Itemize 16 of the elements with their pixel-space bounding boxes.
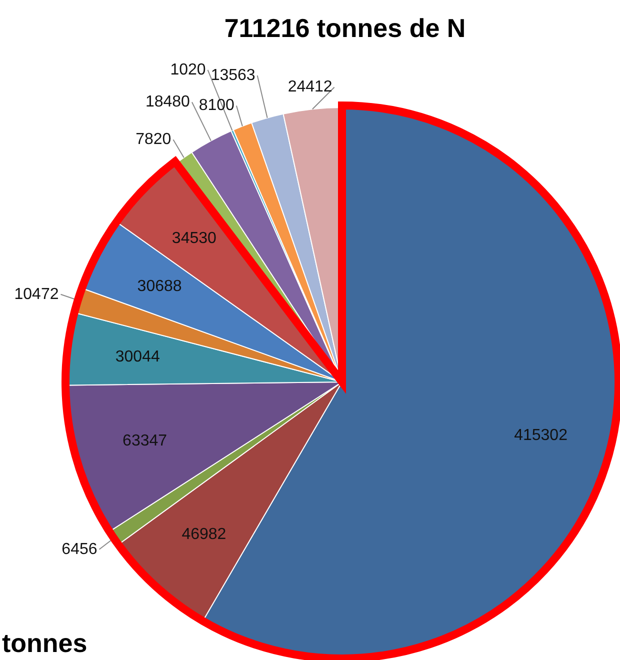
data-label: 30688 [137, 278, 182, 296]
data-label: 1020 [170, 61, 206, 78]
data-label: 24412 [288, 78, 332, 96]
data-label: 7820 [136, 131, 172, 148]
data-label: 13563 [210, 66, 256, 84]
data-label: 63347 [122, 432, 168, 450]
data-label: 6456 [62, 540, 98, 558]
data-label: 415302 [514, 427, 568, 444]
data-label: 18480 [145, 94, 190, 111]
data-label: 34530 [172, 230, 217, 248]
data-label: 46982 [182, 526, 226, 544]
data-label: 10472 [14, 286, 59, 303]
data-label: 8100 [198, 97, 235, 114]
data-label: 30044 [115, 348, 160, 366]
text: tonnes [2, 628, 88, 658]
chart-title: 711216 tonnes de N [224, 13, 466, 44]
